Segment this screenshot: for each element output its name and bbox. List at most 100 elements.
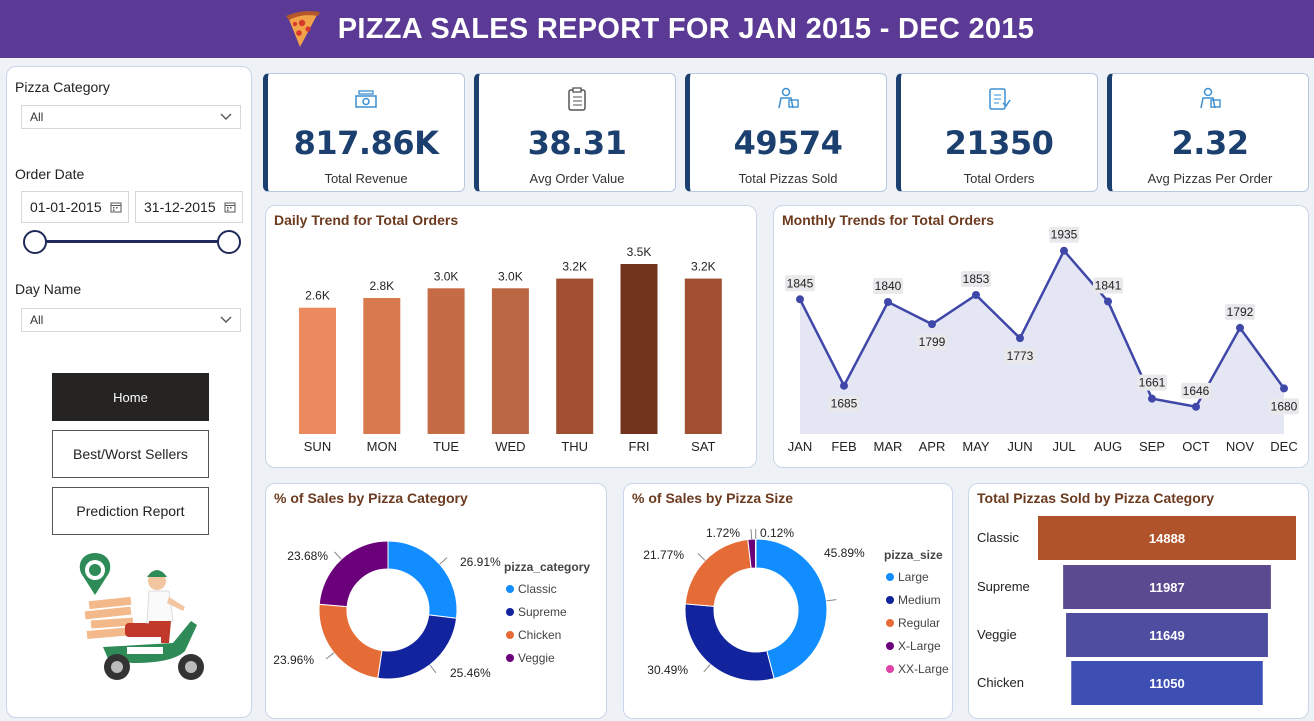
- kpi-avg-order-value: 38.31 Avg Order Value: [474, 73, 676, 192]
- data-label: 1840: [875, 279, 902, 293]
- sales-by-category-chart: 26.91% 25.46% 23.96% 23.68% pizza_category Cl…: [273, 540, 590, 680]
- data-label: 26.91%: [460, 555, 501, 569]
- data-label-bg: [1181, 382, 1211, 399]
- legend-item: Large: [898, 570, 929, 584]
- data-label: 3.2K: [562, 260, 587, 274]
- x-tick-label: NOV: [1226, 439, 1255, 454]
- data-label: 1661: [1139, 376, 1166, 390]
- donut-slice: [318, 603, 383, 679]
- data-label-bg: [961, 270, 991, 287]
- data-point: [1280, 384, 1288, 393]
- chevron-down-icon: [220, 113, 232, 120]
- data-point: [1236, 323, 1244, 332]
- end-date-value: 31-12-2015: [144, 199, 216, 215]
- leader-line: [325, 652, 335, 660]
- x-tick-label: APR: [919, 439, 946, 454]
- day-name-dropdown[interactable]: All: [21, 308, 241, 332]
- donut-slice: [755, 538, 828, 680]
- x-tick-label: FEB: [831, 439, 856, 454]
- kpi-label: Total Revenue: [324, 171, 408, 186]
- kpi-label: Avg Order Value: [529, 171, 625, 186]
- data-label: 1792: [1227, 305, 1254, 319]
- x-tick-label: MON: [367, 439, 397, 454]
- data-label: 3.5K: [627, 245, 652, 259]
- legend-title: pizza_size: [884, 548, 943, 562]
- legend-item: Classic: [518, 582, 557, 596]
- x-tick-label: DEC: [1270, 439, 1297, 454]
- data-label: 2.6K: [305, 289, 330, 303]
- data-label: 21.77%: [643, 548, 684, 562]
- donut-slice: [754, 538, 757, 569]
- data-label: 45.89%: [824, 546, 865, 560]
- legend-marker: [506, 585, 514, 593]
- data-label-bg: [1225, 303, 1255, 320]
- data-label: 1799: [919, 335, 946, 349]
- chart-title: Daily Trend for Total Orders: [274, 212, 459, 228]
- x-tick-label: OCT: [1182, 439, 1210, 454]
- daily-trend-card: 2.6K SUN 2.8K MON 3.0K TUE 3.0K WED 3.2K THU 3.5K F…: [265, 205, 757, 468]
- funnel-bar: [1063, 565, 1271, 609]
- chart-title: % of Sales by Pizza Size: [632, 490, 794, 506]
- data-label: 11649: [1149, 628, 1184, 643]
- kpi-total-orders: 21350 Total Orders: [896, 73, 1098, 192]
- data-label: 23.68%: [287, 549, 328, 563]
- legend-item: XX-Large: [898, 662, 949, 676]
- kpi-value: 49574: [733, 124, 843, 162]
- data-label-bg: [1269, 398, 1299, 415]
- pizza-slice-icon: [285, 11, 320, 47]
- donut-slice: [684, 603, 775, 682]
- data-label-bg: [1137, 374, 1167, 391]
- data-point: [1016, 334, 1024, 343]
- legend-item: X-Large: [898, 639, 941, 653]
- funnel-bar: [1038, 516, 1296, 560]
- x-tick-label: THU: [561, 439, 588, 454]
- donut-slice: [387, 540, 458, 619]
- data-label: 1841: [1095, 278, 1122, 292]
- bar: [684, 278, 722, 434]
- kpi-value: 21350: [944, 124, 1054, 162]
- start-date-input[interactable]: 01-01-2015: [21, 191, 129, 223]
- leader-line: [826, 599, 837, 602]
- home-button[interactable]: Home: [52, 373, 209, 421]
- x-tick-label: SAT: [691, 439, 715, 454]
- legend-marker: [506, 608, 514, 616]
- data-label: 1853: [963, 272, 990, 286]
- end-date-input[interactable]: 31-12-2015: [135, 191, 243, 223]
- bar: [427, 288, 465, 434]
- chart-title: Monthly Trends for Total Orders: [782, 212, 995, 228]
- data-point: [928, 320, 936, 329]
- order-date-label: Order Date: [15, 166, 85, 182]
- data-label: 1845: [787, 276, 814, 290]
- best-worst-sellers-button[interactable]: Best/Worst Sellers: [52, 430, 209, 478]
- leader-line: [429, 664, 437, 674]
- data-label: 23.96%: [273, 653, 314, 667]
- category-label: Supreme: [977, 579, 1030, 594]
- filter-sidebar: Pizza Category All Order Date 01-01-2015…: [6, 66, 252, 718]
- legend-marker: [886, 665, 894, 673]
- area-fill: [800, 250, 1284, 434]
- data-label: 3.0K: [434, 269, 459, 283]
- calendar-icon[interactable]: [110, 201, 122, 213]
- start-date-value: 01-01-2015: [30, 199, 102, 215]
- pizzas-sold-by-category-chart: 14888 Classic 11987 Supreme 11649 Veggie 11050…: [977, 516, 1296, 705]
- calendar-icon[interactable]: [224, 201, 236, 213]
- date-range-track[interactable]: [35, 240, 229, 243]
- pizza-category-dropdown[interactable]: All: [21, 105, 241, 129]
- data-label-bg: [917, 334, 947, 351]
- data-label: 1.72%: [706, 526, 740, 540]
- prediction-report-button[interactable]: Prediction Report: [52, 487, 209, 535]
- day-name-value: All: [30, 313, 44, 327]
- data-label: 3.2K: [691, 260, 716, 274]
- pizzas-sold-by-category-card: 14888 Classic 11987 Supreme 11649 Veggie 11050…: [968, 483, 1309, 719]
- bar: [620, 264, 658, 434]
- data-point: [884, 298, 892, 306]
- data-label-bg: [829, 395, 859, 412]
- x-tick-label: FRI: [629, 439, 650, 454]
- data-point: [1104, 297, 1112, 306]
- kpi-value: 2.32: [1171, 124, 1249, 162]
- x-tick-label: WED: [495, 439, 525, 454]
- x-tick-label: JUN: [1007, 439, 1032, 454]
- date-range-end-handle[interactable]: [217, 230, 241, 254]
- date-range-start-handle[interactable]: [23, 230, 47, 254]
- leader-line: [750, 529, 753, 540]
